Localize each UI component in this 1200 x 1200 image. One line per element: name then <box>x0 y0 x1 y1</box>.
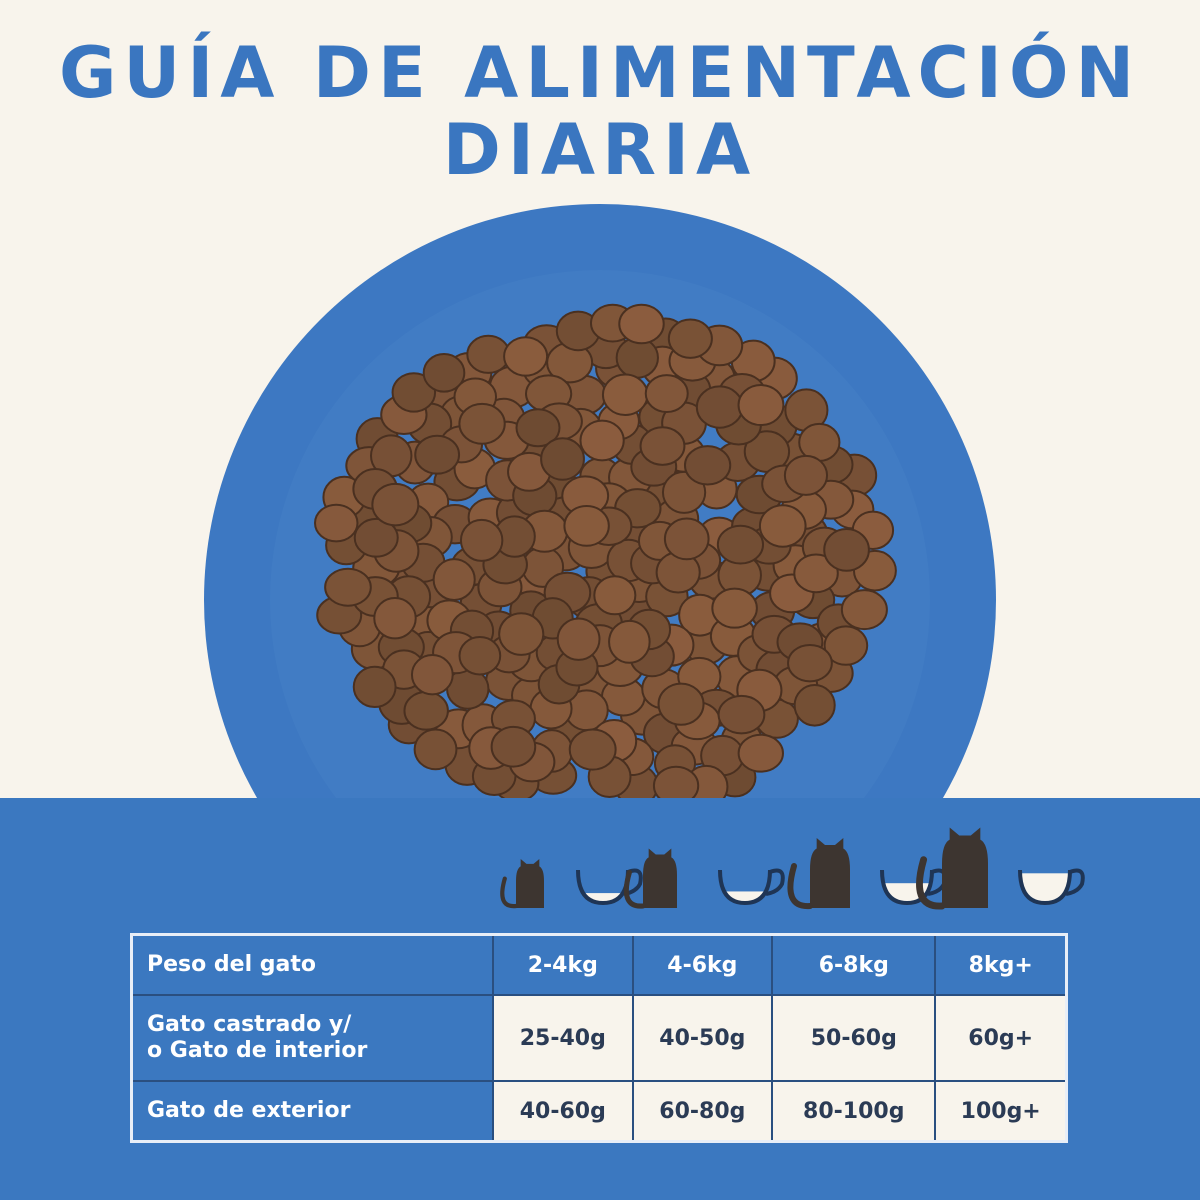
cat-icon <box>787 838 850 910</box>
kibble-piece <box>466 334 511 374</box>
table-header-row: Peso del gato 2-4kg 4-6kg 6-8kg 8kg+ <box>130 933 1068 996</box>
row-label: Gato castrado y/o Gato de interior <box>130 994 494 1082</box>
kibble-piece <box>663 517 710 561</box>
kibble-piece <box>458 402 506 445</box>
kibble-piece <box>410 654 454 696</box>
kibble-piece <box>373 597 417 640</box>
kibble-piece <box>556 617 601 661</box>
kibble-piece <box>667 318 713 359</box>
kibble-piece <box>540 437 585 481</box>
table-cell: 40-60g <box>492 1080 634 1143</box>
kibble-piece <box>353 517 399 558</box>
row-label: Gato de exterior <box>130 1080 494 1143</box>
header-label: Peso del gato <box>130 933 494 996</box>
kibble-piece <box>490 725 537 768</box>
kibble-piece <box>608 619 651 664</box>
kibble-piece <box>717 694 766 735</box>
page-title-line1: GUÍA DE ALIMENTACIÓN <box>58 32 1142 114</box>
cat-icon <box>500 859 544 909</box>
bowl-icon <box>576 868 643 906</box>
kibble-piece <box>413 728 458 771</box>
kibble-piece <box>593 575 637 616</box>
row-label-line2: o Gato de interior <box>147 1038 368 1063</box>
table-cell: 80-100g <box>771 1080 937 1143</box>
kibble-piece <box>823 625 869 666</box>
kibble-piece <box>711 587 758 629</box>
kibble-piece <box>618 303 665 345</box>
kibble-piece <box>758 504 807 548</box>
kibble-piece <box>793 553 839 594</box>
kibble-piece <box>568 728 617 771</box>
header-cell: 2-4kg <box>492 933 634 996</box>
kibble-piece <box>840 589 888 631</box>
kibble-piece <box>563 504 610 547</box>
kibble-piece <box>352 665 397 709</box>
kibble-piece <box>737 384 785 427</box>
table-cell: 25-40g <box>492 994 634 1082</box>
kibble-piece <box>324 567 372 607</box>
kibble-piece <box>422 353 466 393</box>
table-row: Gato de exterior 40-60g 60-80g 80-100g 1… <box>130 1080 1068 1143</box>
kibble-piece <box>314 503 359 543</box>
kibble-piece <box>683 445 732 486</box>
table-row: Gato castrado y/o Gato de interior 25-40… <box>130 994 1068 1082</box>
bowl-icon <box>1018 868 1085 906</box>
kibble-piece <box>644 374 689 413</box>
kibble-piece <box>657 682 705 726</box>
kibble-piece <box>601 373 649 416</box>
bowl-icon <box>880 868 947 906</box>
kibble-piece <box>458 635 502 676</box>
kibble-piece <box>414 434 461 475</box>
kibble-piece <box>391 372 437 413</box>
table-cell: 60g+ <box>934 994 1068 1082</box>
header-cell: 8kg+ <box>934 933 1068 996</box>
page-title-line2: DIARIA <box>442 109 758 191</box>
cat-icon <box>623 848 677 909</box>
kibble-piece <box>371 482 420 527</box>
table-cell: 60-80g <box>631 1080 774 1143</box>
row-label-line1: Gato castrado y/ <box>147 1012 352 1037</box>
table-cell: 100g+ <box>934 1080 1068 1143</box>
kibble-piece <box>639 426 686 466</box>
header-cell: 4-6kg <box>631 933 774 996</box>
kibble-piece <box>695 385 744 429</box>
kibble-piece <box>737 733 784 773</box>
kibble-piece <box>403 690 449 731</box>
kibble-pile <box>314 303 897 800</box>
kibble-piece <box>579 419 625 462</box>
cat-portion-icons <box>500 827 1085 910</box>
table-cell: 40-50g <box>631 994 774 1082</box>
kibble-piece <box>498 612 545 656</box>
header-cell: 6-8kg <box>771 933 937 996</box>
table-cell: 50-60g <box>771 994 937 1082</box>
bowl-icon <box>718 868 785 906</box>
kibble-piece <box>515 408 561 448</box>
kibble-piece <box>432 558 476 602</box>
kibble-piece <box>459 518 504 562</box>
kibble-piece <box>652 765 700 800</box>
kibble-piece <box>823 528 870 572</box>
kibble-piece <box>783 454 829 496</box>
kibble-piece <box>716 524 765 565</box>
food-plate-image <box>204 204 996 800</box>
cat-icon <box>916 827 988 910</box>
kibble-piece <box>503 336 549 377</box>
kibble-piece <box>787 643 833 683</box>
kibble-piece <box>793 683 836 727</box>
feeding-table: Peso del gato 2-4kg 4-6kg 6-8kg 8kg+ Gat… <box>130 933 1068 1143</box>
